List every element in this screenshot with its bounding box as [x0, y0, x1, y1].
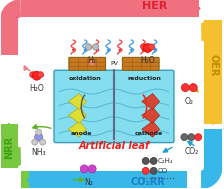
Circle shape: [195, 134, 202, 141]
Text: H₂: H₂: [88, 56, 97, 65]
Circle shape: [181, 84, 189, 91]
Text: NRR: NRR: [4, 136, 14, 159]
Circle shape: [142, 157, 149, 164]
Circle shape: [40, 139, 46, 145]
Text: N₂: N₂: [84, 178, 93, 187]
Circle shape: [35, 133, 43, 141]
Text: CO₂RR: CO₂RR: [130, 177, 165, 187]
Circle shape: [80, 165, 88, 173]
Polygon shape: [68, 94, 86, 109]
Circle shape: [30, 72, 36, 78]
Circle shape: [38, 72, 44, 78]
Polygon shape: [68, 121, 86, 137]
Circle shape: [150, 167, 157, 174]
FancyBboxPatch shape: [69, 57, 106, 70]
Text: cathode: cathode: [135, 131, 163, 136]
Circle shape: [188, 134, 195, 141]
Circle shape: [93, 44, 99, 50]
Text: C₂H₄: C₂H₄: [158, 158, 173, 164]
Circle shape: [32, 139, 38, 145]
Text: HER: HER: [142, 1, 167, 11]
Circle shape: [189, 84, 197, 91]
Text: oxidation: oxidation: [69, 76, 102, 81]
Circle shape: [86, 44, 92, 50]
Circle shape: [32, 71, 41, 80]
Polygon shape: [142, 94, 159, 109]
Polygon shape: [142, 107, 159, 123]
Text: CO₂: CO₂: [184, 147, 198, 156]
Text: OER: OER: [208, 54, 218, 76]
Text: H₂O: H₂O: [29, 84, 44, 93]
Text: reduction: reduction: [128, 76, 162, 81]
Polygon shape: [142, 121, 159, 137]
Polygon shape: [68, 107, 86, 123]
Circle shape: [143, 43, 152, 52]
Text: anode: anode: [71, 131, 92, 136]
Circle shape: [181, 134, 188, 141]
Text: H₂O: H₂O: [140, 56, 155, 65]
Circle shape: [88, 165, 96, 173]
FancyBboxPatch shape: [122, 57, 159, 70]
Text: O₂: O₂: [185, 97, 194, 105]
Text: NH₃: NH₃: [31, 148, 46, 157]
Text: CO: CO: [158, 168, 168, 174]
Circle shape: [142, 167, 149, 174]
Circle shape: [141, 44, 147, 50]
Circle shape: [150, 157, 157, 164]
Text: PV: PV: [110, 61, 118, 66]
FancyBboxPatch shape: [54, 70, 174, 143]
Text: Artificial leaf: Artificial leaf: [78, 141, 150, 151]
Circle shape: [36, 129, 42, 135]
Circle shape: [149, 44, 155, 50]
